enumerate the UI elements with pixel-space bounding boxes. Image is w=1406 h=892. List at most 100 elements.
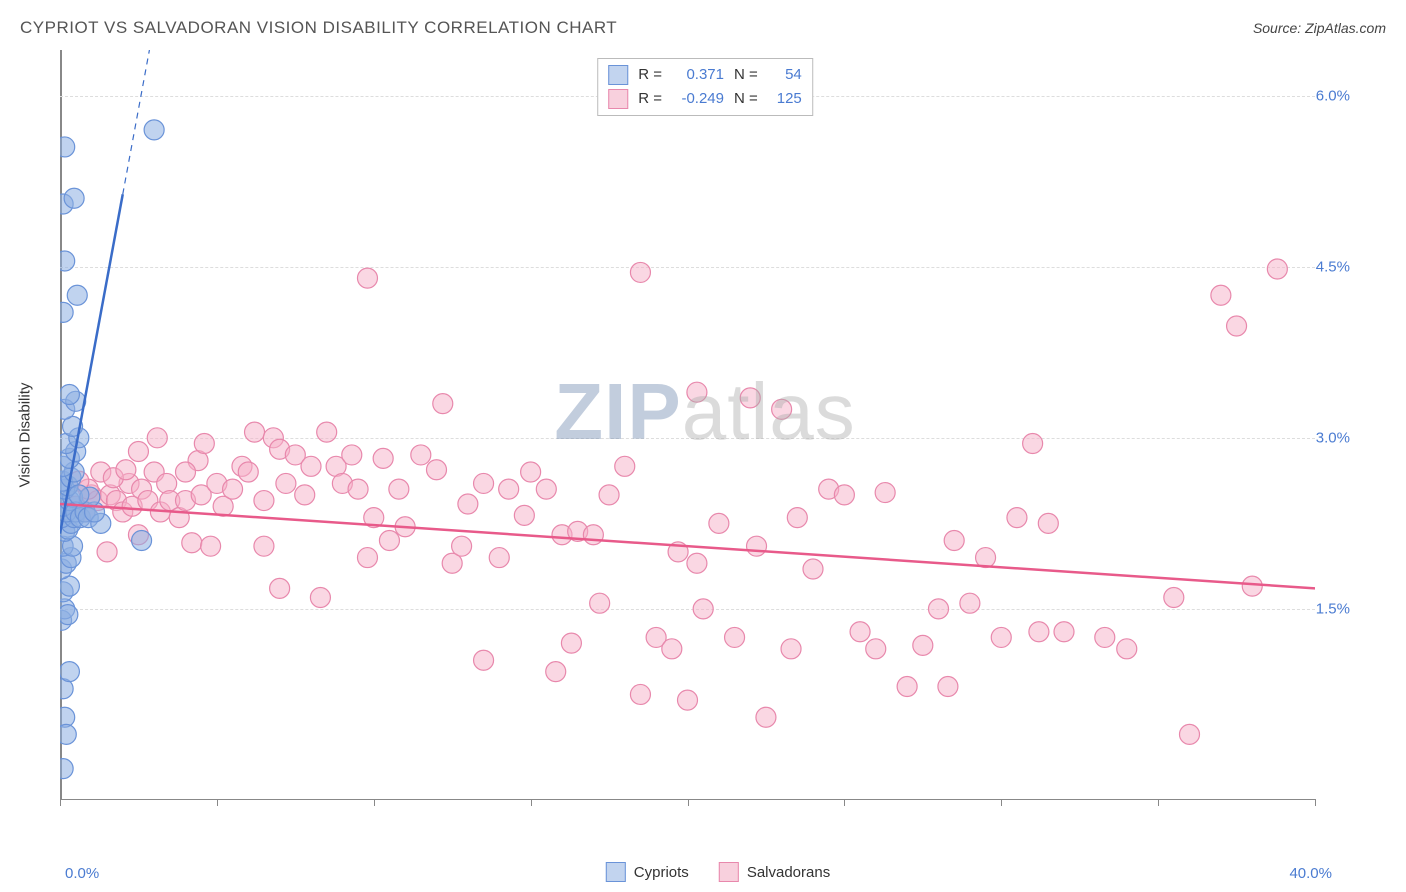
data-point <box>270 578 290 598</box>
data-point <box>756 707 776 727</box>
data-point <box>1007 508 1027 528</box>
data-point <box>803 559 823 579</box>
data-point <box>1267 259 1287 279</box>
data-point <box>1164 588 1184 608</box>
data-point <box>561 633 581 653</box>
y-tick-label: 6.0% <box>1316 87 1350 104</box>
data-point <box>276 473 296 493</box>
legend-label: Cypriots <box>634 864 689 881</box>
x-axis-min-label: 0.0% <box>65 865 99 882</box>
data-point <box>433 394 453 414</box>
data-point <box>60 384 79 404</box>
chart-title: CYPRIOT VS SALVADORAN VISION DISABILITY … <box>20 18 617 38</box>
legend-item: Cypriots <box>606 862 689 882</box>
series-legend: Cypriots Salvadorans <box>606 862 830 882</box>
data-point <box>389 479 409 499</box>
data-point <box>132 530 152 550</box>
data-point <box>1029 622 1049 642</box>
data-point <box>960 593 980 613</box>
data-point <box>1095 627 1115 647</box>
data-point <box>60 605 78 625</box>
swatch-icon <box>608 65 628 85</box>
data-point <box>630 262 650 282</box>
data-point <box>938 676 958 696</box>
y-tick-label: 1.5% <box>1316 600 1350 617</box>
data-point <box>60 724 76 744</box>
data-point <box>411 445 431 465</box>
swatch-icon <box>719 862 739 882</box>
data-point <box>64 188 84 208</box>
x-tick-mark <box>1001 799 1002 806</box>
data-point <box>1227 316 1247 336</box>
data-point <box>474 650 494 670</box>
data-point <box>60 662 79 682</box>
swatch-icon <box>606 862 626 882</box>
data-point <box>317 422 337 442</box>
data-point <box>254 491 274 511</box>
data-point <box>116 460 136 480</box>
x-tick-mark <box>531 799 532 806</box>
data-point <box>474 473 494 493</box>
data-point <box>1038 513 1058 533</box>
data-point <box>452 536 472 556</box>
data-point <box>929 599 949 619</box>
data-point <box>245 422 265 442</box>
data-point <box>97 542 117 562</box>
data-point <box>772 399 792 419</box>
legend-label: Salvadorans <box>747 864 830 881</box>
data-point <box>489 548 509 568</box>
data-point <box>254 536 274 556</box>
data-point <box>1117 639 1137 659</box>
data-point <box>176 462 196 482</box>
data-point <box>546 662 566 682</box>
x-tick-mark <box>844 799 845 806</box>
data-point <box>144 120 164 140</box>
trend-line <box>123 50 150 194</box>
data-point <box>1211 285 1231 305</box>
data-point <box>357 548 377 568</box>
data-point <box>60 302 73 322</box>
data-point <box>1023 434 1043 454</box>
data-point <box>781 639 801 659</box>
x-tick-mark <box>374 799 375 806</box>
data-point <box>223 479 243 499</box>
data-point <box>499 479 519 499</box>
data-point <box>427 460 447 480</box>
data-point <box>590 593 610 613</box>
data-point <box>536 479 556 499</box>
data-point <box>875 483 895 503</box>
data-point <box>194 434 214 454</box>
data-point <box>357 268 377 288</box>
source-text: Source: ZipAtlas.com <box>1253 20 1386 36</box>
data-point <box>128 442 148 462</box>
data-point <box>662 639 682 659</box>
data-point <box>913 635 933 655</box>
data-point <box>944 530 964 550</box>
x-tick-mark <box>1158 799 1159 806</box>
data-point <box>60 251 75 271</box>
x-tick-mark <box>1315 799 1316 806</box>
x-axis-max-label: 40.0% <box>1289 865 1332 882</box>
data-point <box>348 479 368 499</box>
scatter-plot <box>60 50 1315 800</box>
y-axis-label: Vision Disability <box>17 383 34 488</box>
data-point <box>687 553 707 573</box>
data-point <box>1242 576 1262 596</box>
data-point <box>693 599 713 619</box>
data-point <box>182 533 202 553</box>
legend-item: Salvadorans <box>719 862 830 882</box>
swatch-icon <box>608 89 628 109</box>
stats-legend: R =0.371N =54R =-0.249N =125 <box>597 58 813 116</box>
data-point <box>740 388 760 408</box>
x-tick-mark <box>60 799 61 806</box>
data-point <box>615 456 635 476</box>
data-point <box>201 536 221 556</box>
data-point <box>60 759 73 779</box>
data-point <box>583 525 603 545</box>
data-point <box>60 137 75 157</box>
data-point <box>69 485 89 505</box>
data-point <box>725 627 745 647</box>
data-point <box>1180 724 1200 744</box>
data-point <box>897 676 917 696</box>
data-point <box>373 448 393 468</box>
